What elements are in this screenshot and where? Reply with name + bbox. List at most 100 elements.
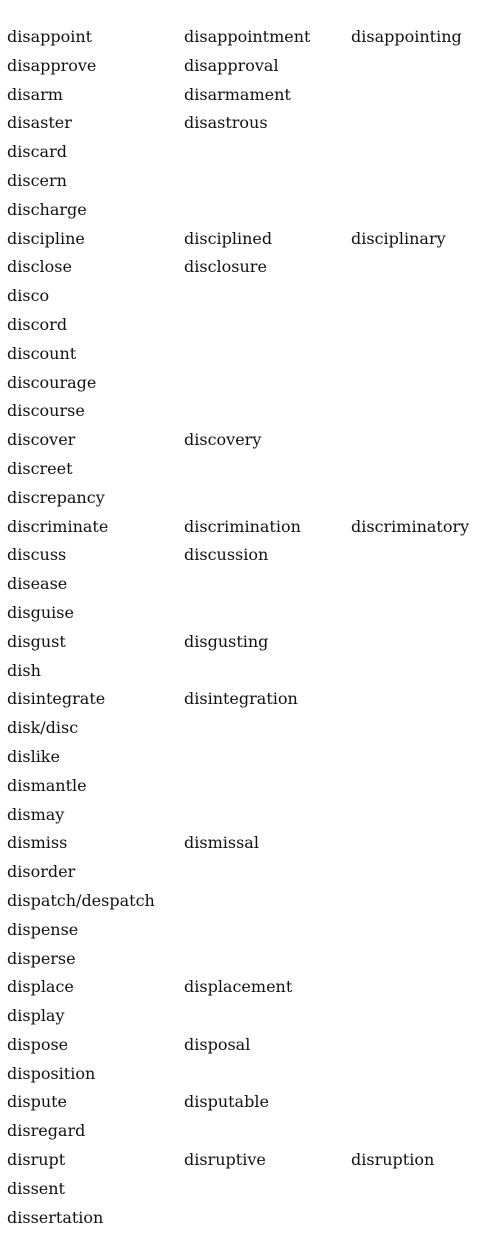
word-base: discriminate [7, 516, 109, 536]
word-derived: disintegration [184, 689, 298, 709]
word-base: disapprove [7, 55, 97, 75]
word-base: disease [7, 574, 68, 594]
word-row: disaster disastrous [7, 109, 494, 138]
word-base: dismiss [7, 833, 68, 853]
word-derived: disastrous [184, 113, 268, 133]
word-base: discrepancy [7, 487, 105, 507]
word-row: discharge [7, 196, 494, 225]
word-base: discover [7, 430, 76, 450]
word-base: dispose [7, 1034, 69, 1054]
word-derived: disclosure [184, 257, 267, 277]
word-row: discipline disciplined disciplinary [7, 225, 494, 254]
word-base: disco [7, 286, 50, 306]
word-base: displace [7, 977, 74, 997]
word-derived: disputable [184, 1092, 269, 1112]
word-base: discord [7, 314, 68, 334]
word-row: discard [7, 138, 494, 167]
word-row: dispense [7, 916, 494, 945]
word-base: display [7, 1006, 65, 1026]
word-derived: disappointment [184, 27, 311, 46]
word-base: discourse [7, 401, 85, 421]
word-row: dismantle [7, 772, 494, 801]
word-base: discipline [7, 228, 85, 248]
word-derived: disruptive [184, 1150, 266, 1170]
word-base: discuss [7, 545, 67, 565]
word-base: discount [7, 343, 77, 363]
word-row: disgust disgusting [7, 628, 494, 657]
word-row: disregard [7, 1117, 494, 1146]
word-row: disperse [7, 945, 494, 974]
word-derived-2: disruption [351, 1150, 435, 1170]
word-row: disease [7, 570, 494, 599]
word-base: discharge [7, 199, 87, 219]
word-derived: discrimination [184, 516, 301, 536]
word-base: discern [7, 170, 67, 190]
word-base: disarm [7, 84, 63, 104]
word-base: disclose [7, 257, 72, 277]
word-derived: discussion [184, 545, 269, 565]
word-row: disarm disarmament [7, 81, 494, 110]
word-derived: disapproval [184, 55, 279, 75]
word-row: disorder [7, 858, 494, 887]
word-base: dish [7, 660, 41, 680]
word-row: display [7, 1002, 494, 1031]
word-row: dispose disposal [7, 1031, 494, 1060]
word-row: disposition [7, 1060, 494, 1089]
word-row: disclose disclosure [7, 253, 494, 282]
word-row: discuss discussion [7, 541, 494, 570]
word-base: dissertation [7, 1207, 104, 1227]
word-row: discreet [7, 455, 494, 484]
word-derived: disgusting [184, 631, 269, 651]
word-row: discord [7, 311, 494, 340]
word-derived: dismissal [184, 833, 259, 853]
word-row: discourage [7, 369, 494, 398]
word-derived: disposal [184, 1034, 251, 1054]
word-derived-2: disciplinary [351, 228, 446, 248]
word-base: disappoint [7, 27, 93, 46]
word-base: dissent [7, 1178, 65, 1198]
word-derived: displacement [184, 977, 293, 997]
word-row: disk/disc [7, 714, 494, 743]
word-derived-2: disappointing [351, 27, 462, 46]
word-base: disorder [7, 862, 76, 882]
word-row: dispute disputable [7, 1088, 494, 1117]
word-derived: disciplined [184, 228, 273, 248]
word-row: disintegrate disintegration [7, 685, 494, 714]
word-base: discreet [7, 458, 73, 478]
word-base: discourage [7, 372, 97, 392]
word-row: dissent [7, 1175, 494, 1204]
word-row: disappoint disappointment disappointing [7, 23, 494, 52]
word-base: disintegrate [7, 689, 106, 709]
word-base: disregard [7, 1121, 86, 1141]
word-row: discrepancy [7, 484, 494, 513]
word-row: dismiss dismissal [7, 829, 494, 858]
word-row: discover discovery [7, 426, 494, 455]
word-row: discriminate discrimination discriminatory [7, 513, 494, 542]
word-base: disrupt [7, 1150, 66, 1170]
word-base: disaster [7, 113, 72, 133]
word-derived: discovery [184, 430, 262, 450]
word-row: dismay [7, 801, 494, 830]
word-base: dismantle [7, 775, 87, 795]
word-row: dish [7, 657, 494, 686]
word-row: discount [7, 340, 494, 369]
word-base: disgust [7, 631, 66, 651]
word-base: discard [7, 142, 67, 162]
word-row: discourse [7, 397, 494, 426]
word-row: dislike [7, 743, 494, 772]
word-row: disapprove disapproval [7, 52, 494, 81]
word-row: displace displacement [7, 973, 494, 1002]
word-base: dismay [7, 804, 65, 824]
word-derived-2: discriminatory [351, 516, 470, 536]
word-row: dissertation [7, 1204, 494, 1233]
word-base: dispatch/despatch [7, 890, 155, 910]
word-base: dispense [7, 919, 79, 939]
word-row: disco [7, 282, 494, 311]
word-base: disposition [7, 1063, 96, 1083]
word-base: disperse [7, 948, 76, 968]
word-base: disk/disc [7, 718, 79, 738]
word-base: dispute [7, 1092, 68, 1112]
word-row: discern [7, 167, 494, 196]
word-derived: disarmament [184, 84, 291, 104]
